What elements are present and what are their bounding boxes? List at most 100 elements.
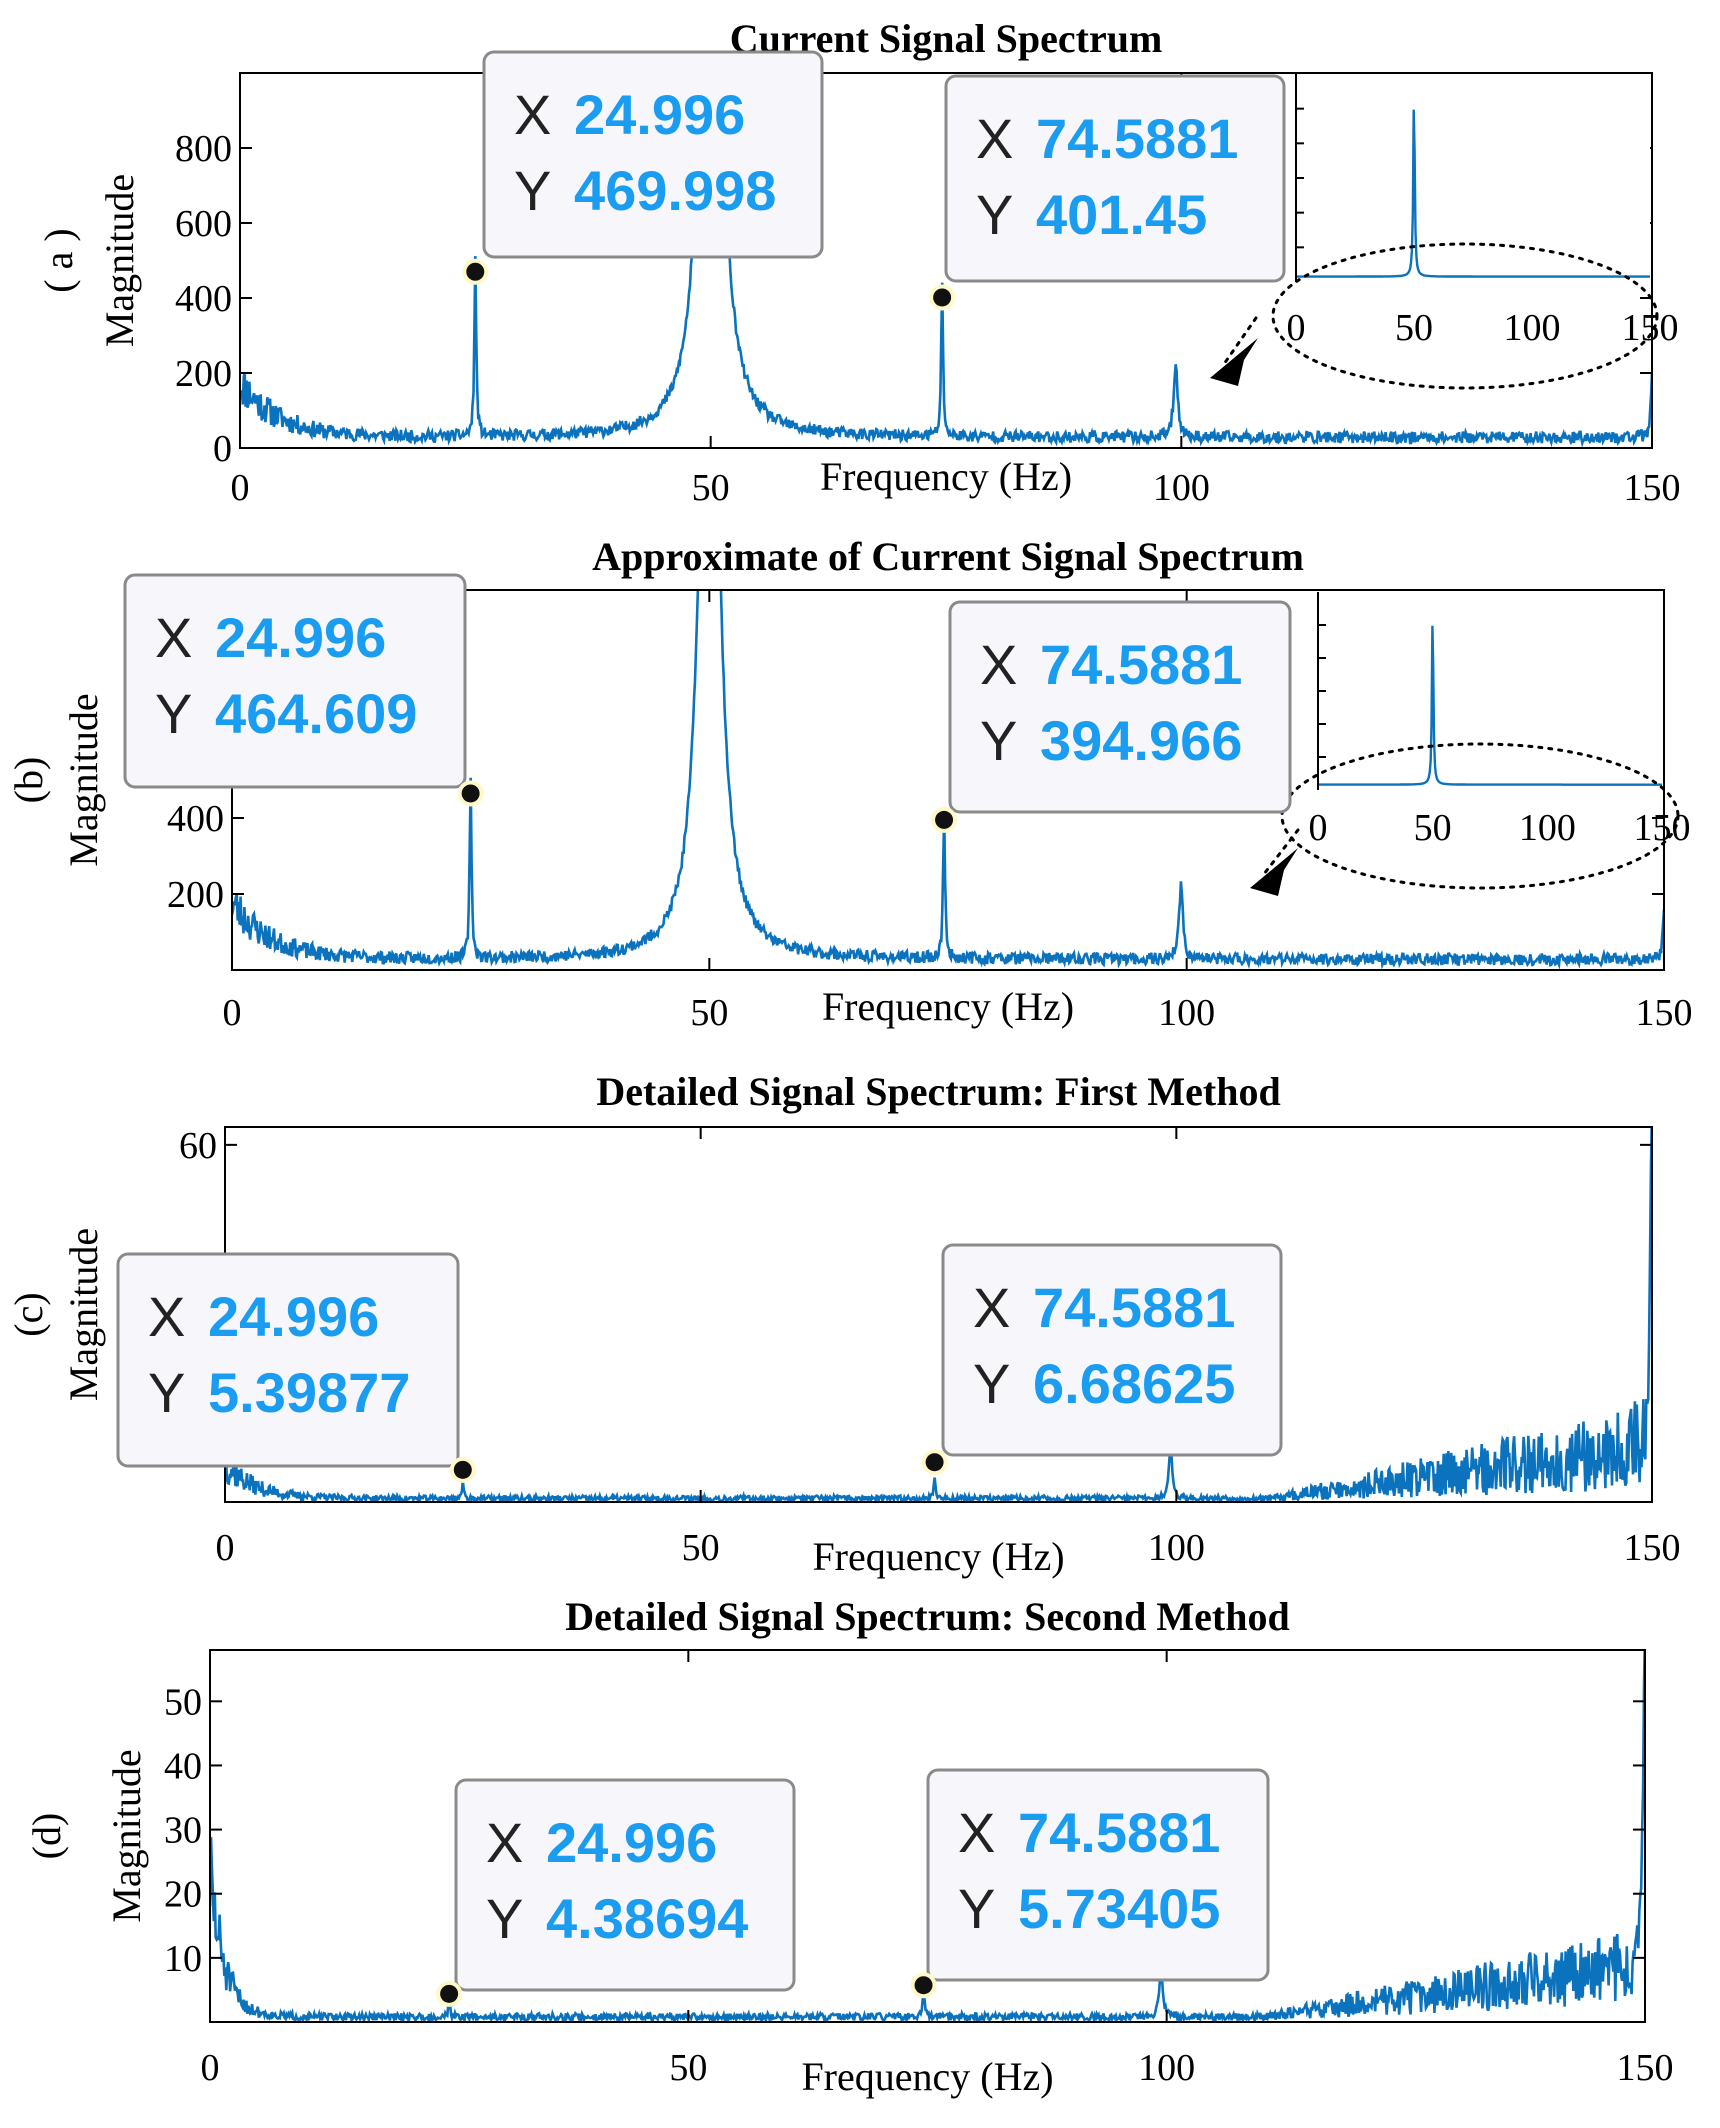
series-line-b	[232, 590, 1664, 970]
datatip-box	[482, 50, 824, 259]
y-tick-label: 10	[164, 1938, 202, 1980]
inset-zoom-ellipse	[1280, 742, 1680, 890]
datatip-y-key: Y	[514, 159, 551, 222]
x-tick-label: 0	[216, 1527, 235, 1569]
x-tick-label: 150	[1624, 1527, 1681, 1569]
datatip-marker	[914, 1976, 933, 1995]
y-tick-label: 30	[164, 1810, 202, 1852]
x-tick-label: 0	[201, 2047, 220, 2089]
datatip-marker	[925, 1453, 944, 1472]
x-tick-label: 150	[1636, 992, 1693, 1034]
datatip-y-value: 4.38694	[546, 1887, 748, 1950]
datatip-x-key: X	[958, 1801, 995, 1864]
datatip-x74: X 74.5881 Y 6.68625	[921, 1243, 1283, 1476]
datatip-x24: X 24.996 Y 464.609	[123, 573, 484, 807]
datatip-y-value: 5.73405	[1018, 1877, 1220, 1940]
y-tick-label: 50	[164, 1681, 202, 1723]
x-tick-label: 150	[1617, 2047, 1674, 2089]
y-tick-label: 200	[175, 353, 232, 395]
datatip-x-key: X	[155, 606, 192, 669]
x-axis-label: Frequency (Hz)	[820, 454, 1072, 499]
datatip-y-value: 5.39877	[208, 1361, 410, 1424]
datatip-y-key: Y	[155, 682, 192, 745]
inset-arrow-line	[1222, 316, 1258, 366]
x-tick-label: 150	[1624, 467, 1681, 509]
inset-x-tick-label: 100	[1519, 807, 1576, 849]
datatip-y-key: Y	[980, 709, 1017, 772]
inset-b: 0 50 100 150	[1250, 592, 1691, 896]
panel-label: (c)	[6, 1292, 51, 1336]
inset-x-tick-label: 0	[1287, 307, 1306, 349]
datatip-box	[116, 1252, 460, 1468]
chart-panel-b: 0 50 100 150 200 400 Approximate of Current Si…	[6, 534, 1693, 1034]
datatip-x-key: X	[976, 107, 1013, 170]
x-axis-label: Frequency (Hz)	[822, 984, 1074, 1029]
inset-bg	[1318, 592, 1662, 790]
datatip-marker	[466, 262, 485, 281]
datatip-x74: X 74.5881 Y 394.966	[931, 600, 1292, 833]
inset-series-line	[1296, 109, 1650, 278]
chart-panel-d: 0 50 100 150 10 20 30 40 50 Detailed Signal Spect…	[24, 1594, 1674, 2099]
y-tick-label: 20	[164, 1874, 202, 1916]
datatip-x-key: X	[980, 633, 1017, 696]
panel-label: ( a )	[36, 228, 81, 292]
datatip-x-key: X	[514, 83, 551, 146]
inset-a: 0 50 100 150	[1210, 74, 1679, 390]
chart-title: Detailed Signal Spectrum: Second Method	[565, 1594, 1289, 1639]
y-axis-label: Magnitude	[97, 174, 142, 347]
datatip-x-key: X	[148, 1285, 185, 1348]
panel-label: (d)	[24, 1813, 69, 1860]
x-tick-label: 50	[682, 1527, 720, 1569]
datatip-box	[944, 74, 1286, 283]
x-tick-label: 100	[1158, 992, 1215, 1034]
datatip-x-value: 24.996	[215, 606, 386, 669]
datatip-x-value: 24.996	[546, 1811, 717, 1874]
y-axis-label: Magnitude	[61, 1228, 106, 1401]
datatip-x24: X 24.996 Y 469.998	[462, 50, 824, 285]
inset-arrow-head	[1250, 848, 1298, 896]
datatip-x24: X 24.996 Y 4.38694	[436, 1778, 796, 2007]
datatip-x-key: X	[973, 1276, 1010, 1339]
y-axis-label: Magnitude	[61, 693, 106, 866]
datatip-marker	[453, 1460, 472, 1479]
inset-x-tick-label: 100	[1504, 307, 1561, 349]
datatip-box	[454, 1778, 796, 1992]
y-tick-label: 400	[167, 798, 224, 840]
plot-frame-a	[239, 72, 1653, 449]
inset-arrow-line	[1262, 828, 1300, 876]
x-tick-label: 0	[223, 992, 242, 1034]
datatip-y-key: Y	[976, 183, 1013, 246]
datatip-x-value: 24.996	[574, 83, 745, 146]
datatip-y-value: 469.998	[574, 159, 776, 222]
datatip-x24: X 24.996 Y 5.39877	[116, 1252, 476, 1483]
datatip-y-key: Y	[973, 1352, 1010, 1415]
datatip-x-value: 74.5881	[1033, 1276, 1235, 1339]
x-tick-label: 0	[231, 467, 250, 509]
y-tick-label: 600	[175, 203, 232, 245]
inset-bg	[1296, 74, 1650, 282]
y-axis-label: Magnitude	[104, 1749, 149, 1922]
inset-x-tick-label: 50	[1414, 807, 1452, 849]
datatip-x-value: 74.5881	[1036, 107, 1238, 170]
panel-label: (b)	[6, 757, 51, 804]
y-tick-label: 40	[164, 1745, 202, 1787]
datatip-marker	[935, 810, 954, 829]
datatip-x-key: X	[486, 1811, 523, 1874]
chart-title: Detailed Signal Spectrum: First Method	[596, 1069, 1280, 1114]
plot-frame-d	[209, 1649, 1646, 2023]
y-tick-label: 400	[175, 278, 232, 320]
x-tick-label: 50	[690, 992, 728, 1034]
inset-zoom-ellipse	[1271, 242, 1659, 390]
y-tick-label: 0	[213, 428, 232, 470]
inset-series-line	[1318, 625, 1662, 786]
x-tick-label: 50	[669, 2047, 707, 2089]
x-tick-label: 100	[1138, 2047, 1195, 2089]
y-tick-label: 200	[167, 874, 224, 916]
inset-x-tick-label: 150	[1622, 307, 1679, 349]
datatip-box	[948, 600, 1292, 814]
datatip-box	[123, 573, 467, 789]
x-axis-label: Frequency (Hz)	[812, 1534, 1064, 1579]
datatip-marker	[461, 784, 480, 803]
datatip-y-value: 6.68625	[1033, 1352, 1235, 1415]
x-tick-label: 100	[1153, 467, 1210, 509]
